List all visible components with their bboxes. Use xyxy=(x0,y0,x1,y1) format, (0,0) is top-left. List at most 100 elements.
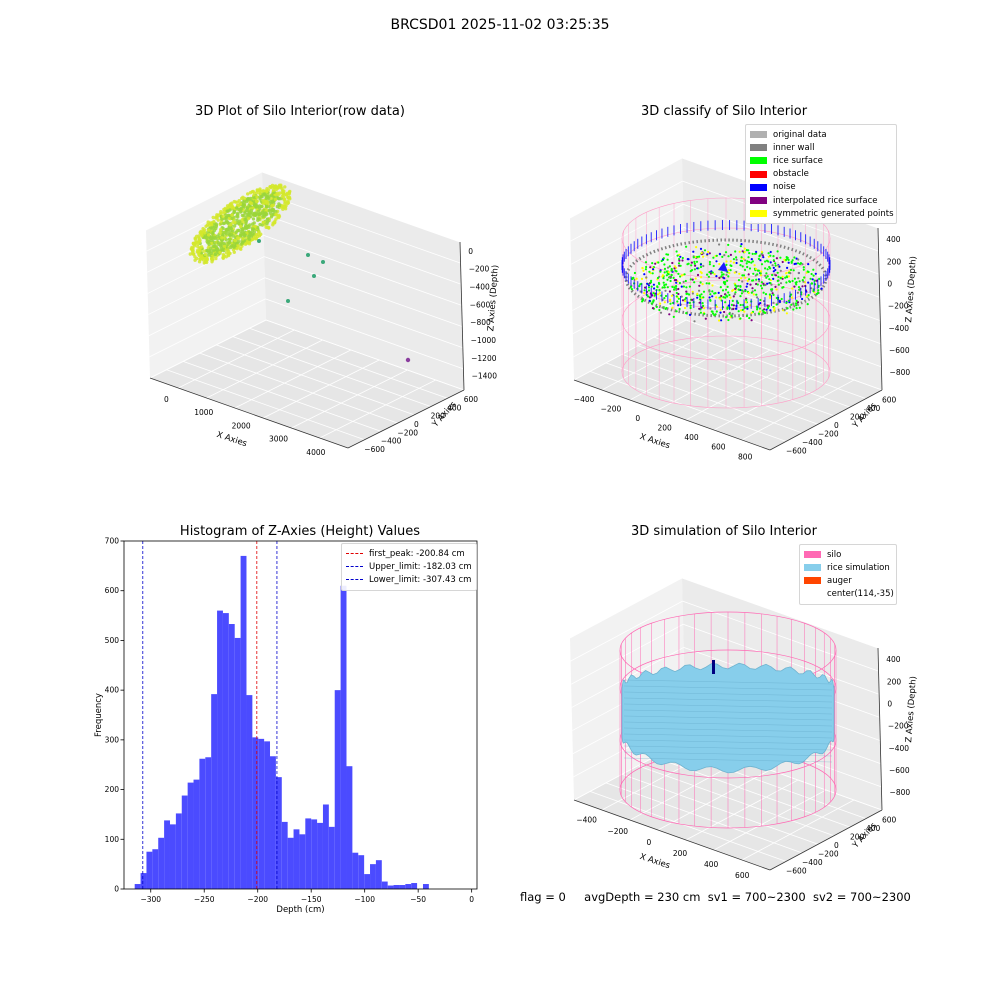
panel2-point xyxy=(663,267,667,270)
panel2-point xyxy=(760,287,764,290)
panel2-point xyxy=(715,275,718,278)
panel1-point xyxy=(238,202,242,206)
panel2-point xyxy=(673,288,676,291)
panel2-point xyxy=(681,259,684,262)
panel2-point xyxy=(678,253,681,256)
panel2-point xyxy=(691,278,694,281)
panel2-point xyxy=(749,283,752,286)
panel1-point xyxy=(222,244,227,248)
panel2-point xyxy=(764,283,767,287)
panel2-legend-item: noise xyxy=(750,181,892,194)
panel2-point xyxy=(798,280,801,283)
panel2-point xyxy=(708,282,711,285)
panel2-point xyxy=(677,292,680,296)
panel4-grid-y xyxy=(621,773,819,845)
panel2-point xyxy=(775,303,778,306)
histogram-bar xyxy=(340,585,347,889)
panel1-point xyxy=(266,217,270,221)
panel4-surface-mesh xyxy=(623,691,833,697)
panel1-point xyxy=(258,191,262,196)
panel1-grid-y xyxy=(249,327,448,399)
panel2-point xyxy=(644,286,647,289)
histogram-bar xyxy=(317,822,323,889)
panel1-point xyxy=(243,233,247,237)
panel1-z-tick: −600 xyxy=(470,300,491,309)
panel4-grid-z2 xyxy=(569,577,683,639)
panel2-point xyxy=(711,290,714,293)
panel2-point xyxy=(753,264,756,267)
panel2-point xyxy=(790,296,794,299)
histogram-bar xyxy=(140,873,147,889)
panel2-point xyxy=(702,255,705,258)
panel1-point xyxy=(229,226,233,230)
histogram-legend-item: first_peak: -200.84 cm xyxy=(346,547,472,560)
panel1-point xyxy=(257,188,262,193)
panel2-point xyxy=(641,299,645,302)
panel2-point xyxy=(735,256,738,259)
panel2-point xyxy=(663,271,666,274)
panel2-point xyxy=(772,301,775,304)
panel2-point xyxy=(643,273,646,276)
panel2-point xyxy=(751,252,754,255)
panel2-point xyxy=(698,284,701,287)
panel1-point xyxy=(197,236,201,240)
panel4-surface-mesh xyxy=(623,679,833,685)
panel2-point xyxy=(813,279,816,282)
panel1-point xyxy=(197,260,202,264)
panel2-point xyxy=(802,266,805,269)
panel4-legend-item: center(114,-35) xyxy=(804,588,894,601)
panel2-point xyxy=(715,310,718,313)
panel2-point xyxy=(719,297,722,300)
panel2-point xyxy=(648,296,652,299)
panel1-point xyxy=(198,246,202,250)
panel1-point xyxy=(225,248,230,252)
panel4-y-tick: −600 xyxy=(786,867,807,876)
panel2-point xyxy=(702,296,705,299)
panel3-title: Histogram of Z-Axies (Height) Values xyxy=(179,524,421,539)
panel1-point xyxy=(230,229,235,233)
panel2-point xyxy=(810,282,814,285)
panel2-point xyxy=(769,282,772,285)
panel1-point xyxy=(214,256,218,261)
panel2-point xyxy=(795,304,798,307)
panel2-point xyxy=(768,278,771,281)
panel1-point xyxy=(239,207,243,211)
panel2-point xyxy=(685,286,688,289)
panel2-point xyxy=(766,282,769,285)
panel2-point xyxy=(759,298,762,302)
panel2-point xyxy=(730,314,733,317)
panel2-point xyxy=(798,306,801,309)
panel2-point xyxy=(735,258,738,261)
panel1-point xyxy=(246,192,250,196)
panel1-point xyxy=(251,217,256,221)
panel1-point xyxy=(256,232,260,236)
panel2-point xyxy=(770,283,773,286)
panel2-point xyxy=(738,250,741,253)
panel2-point xyxy=(641,266,644,270)
panel1-point xyxy=(246,196,250,201)
panel2-legend-swatch xyxy=(750,144,767,152)
panel2-point xyxy=(655,305,658,308)
histogram-bar xyxy=(364,874,371,889)
panel2-point xyxy=(756,308,759,311)
panel2-point xyxy=(693,260,696,263)
panel2-point xyxy=(759,274,763,277)
panel1-grid-z xyxy=(262,192,461,264)
panel4-surface-mesh xyxy=(623,751,833,757)
status-flag: flag = 0 xyxy=(520,890,566,904)
panel1-grid-z2 xyxy=(149,319,267,379)
panel1-point xyxy=(271,188,276,192)
panel2-point xyxy=(787,258,790,261)
panel2-x-tick: −200 xyxy=(601,404,622,413)
panel2-point xyxy=(734,284,737,287)
panel2-y-tick: 600 xyxy=(882,395,897,404)
panel2-grid-z2 xyxy=(569,157,683,219)
panel2-point xyxy=(664,294,668,298)
panel1-point xyxy=(225,209,229,213)
panel2-point xyxy=(726,285,729,288)
panel1-point xyxy=(229,245,233,250)
panel1-point xyxy=(253,213,257,218)
panel2-point xyxy=(665,274,669,277)
panel1-y-tick: 0 xyxy=(414,420,419,429)
panel2-point xyxy=(651,272,654,275)
